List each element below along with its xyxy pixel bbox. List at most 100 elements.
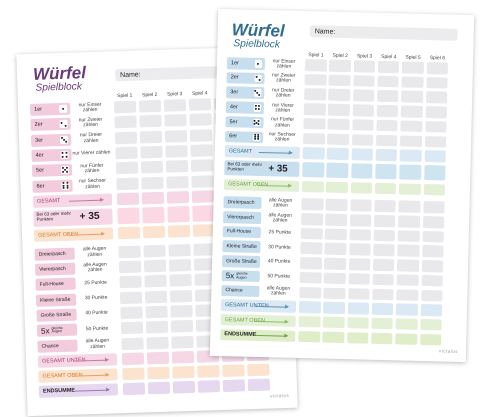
score-cell[interactable]	[303, 117, 326, 130]
score-cell[interactable]	[419, 333, 442, 346]
score-cell[interactable]	[421, 274, 443, 287]
score-cell[interactable]	[400, 105, 423, 118]
score-cell[interactable]	[426, 62, 449, 75]
score-cell[interactable]	[348, 272, 370, 286]
score-cell[interactable]	[142, 206, 165, 224]
score-cell[interactable]	[325, 213, 348, 226]
score-cell[interactable]	[166, 175, 189, 189]
score-cell[interactable]	[122, 367, 145, 381]
score-cell[interactable]	[114, 131, 138, 144]
score-cell[interactable]	[398, 182, 421, 196]
score-cell[interactable]	[119, 275, 142, 289]
score-cell[interactable]	[377, 75, 400, 88]
score-cell[interactable]	[190, 144, 213, 157]
score-cell[interactable]	[374, 200, 397, 213]
score-cell[interactable]	[188, 98, 212, 111]
score-cell[interactable]	[395, 318, 418, 331]
score-cell[interactable]	[189, 128, 213, 142]
score-cell[interactable]	[115, 146, 138, 160]
score-cell[interactable]	[115, 161, 139, 175]
score-cell[interactable]	[143, 244, 166, 258]
score-cell[interactable]	[371, 317, 394, 330]
score-cell[interactable]	[300, 227, 323, 240]
score-cell[interactable]	[322, 316, 345, 329]
score-cell[interactable]	[352, 89, 375, 102]
score-cell[interactable]	[146, 351, 170, 365]
score-cell[interactable]	[171, 350, 195, 364]
score-cell[interactable]	[350, 163, 373, 180]
score-cell[interactable]	[396, 288, 419, 301]
score-cell[interactable]	[398, 215, 420, 228]
score-cell[interactable]	[172, 365, 195, 379]
score-cell[interactable]	[348, 258, 371, 271]
score-cell[interactable]	[119, 291, 143, 304]
score-cell[interactable]	[113, 100, 137, 114]
score-cell[interactable]	[168, 258, 192, 272]
score-cell[interactable]	[373, 214, 396, 227]
score-cell[interactable]	[117, 226, 141, 240]
score-cell[interactable]	[326, 147, 349, 160]
score-cell[interactable]	[120, 306, 143, 320]
score-cell[interactable]	[167, 225, 191, 239]
score-cell[interactable]	[395, 332, 418, 345]
score-cell[interactable]	[327, 133, 350, 146]
score-cell[interactable]	[121, 352, 145, 365]
score-cell[interactable]	[420, 289, 443, 302]
score-cell[interactable]	[323, 287, 346, 300]
score-cell[interactable]	[423, 164, 446, 181]
score-cell[interactable]	[421, 245, 444, 258]
score-cell[interactable]	[139, 130, 163, 144]
score-cell[interactable]	[326, 181, 348, 194]
score-cell[interactable]	[347, 317, 369, 330]
score-cell[interactable]	[327, 118, 350, 131]
score-cell[interactable]	[164, 129, 188, 143]
score-cell[interactable]	[352, 104, 375, 117]
score-cell[interactable]	[376, 104, 399, 117]
score-cell[interactable]	[139, 115, 162, 128]
score-cell[interactable]	[167, 206, 190, 223]
score-cell[interactable]	[140, 160, 164, 174]
score-cell[interactable]	[421, 260, 444, 273]
score-cell[interactable]	[145, 320, 169, 334]
score-cell[interactable]	[191, 174, 214, 188]
score-cell[interactable]	[323, 272, 346, 285]
score-cell[interactable]	[324, 257, 347, 270]
score-cell[interactable]	[121, 336, 144, 350]
score-cell[interactable]	[172, 381, 196, 394]
score-cell[interactable]	[168, 243, 191, 257]
score-cell[interactable]	[401, 61, 424, 74]
score-cell[interactable]	[140, 145, 163, 159]
score-cell[interactable]	[424, 120, 447, 133]
score-cell[interactable]	[114, 115, 137, 129]
score-cell[interactable]	[299, 286, 322, 299]
score-cell[interactable]	[170, 320, 194, 333]
score-cell[interactable]	[170, 304, 193, 318]
score-cell[interactable]	[396, 303, 418, 316]
score-cell[interactable]	[247, 363, 270, 377]
score-cell[interactable]	[197, 380, 221, 394]
score-cell[interactable]	[349, 214, 372, 227]
score-cell[interactable]	[163, 99, 187, 112]
score-cell[interactable]	[299, 271, 322, 284]
score-cell[interactable]	[400, 120, 423, 133]
score-cell[interactable]	[299, 257, 322, 270]
score-cell[interactable]	[144, 275, 167, 288]
score-cell[interactable]	[423, 183, 446, 196]
score-cell[interactable]	[165, 160, 189, 173]
score-cell[interactable]	[169, 289, 193, 303]
score-cell[interactable]	[247, 378, 271, 392]
score-cell[interactable]	[375, 134, 398, 147]
score-cell[interactable]	[303, 132, 325, 145]
score-cell[interactable]	[401, 90, 424, 103]
score-cell[interactable]	[353, 60, 376, 73]
score-cell[interactable]	[396, 274, 419, 287]
score-cell[interactable]	[328, 74, 351, 87]
score-cell[interactable]	[324, 228, 347, 241]
score-cell[interactable]	[298, 315, 321, 328]
score-cell[interactable]	[420, 304, 443, 317]
score-cell[interactable]	[222, 379, 246, 393]
score-cell[interactable]	[138, 99, 162, 113]
score-cell[interactable]	[190, 159, 214, 173]
score-cell[interactable]	[147, 382, 171, 395]
score-cell[interactable]	[165, 144, 188, 158]
